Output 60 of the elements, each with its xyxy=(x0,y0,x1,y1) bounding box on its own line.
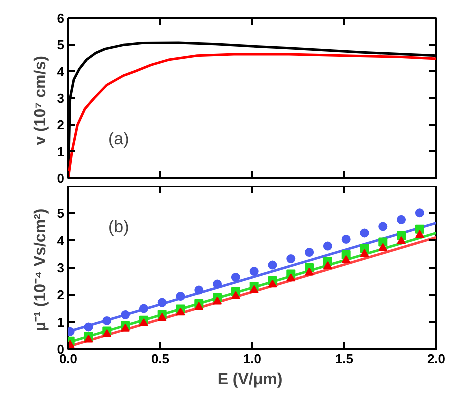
y-tick-label: 1 xyxy=(57,314,65,330)
point xyxy=(268,260,278,270)
annotation: (b) xyxy=(108,218,130,236)
point xyxy=(121,310,130,320)
y-tick-label: 2 xyxy=(57,118,65,133)
point xyxy=(305,248,314,258)
y-tick-label: 5 xyxy=(57,206,65,222)
point xyxy=(84,334,94,343)
y-tick-label: 3 xyxy=(57,260,65,276)
point xyxy=(378,222,388,232)
point xyxy=(121,324,130,332)
annotation: (a) xyxy=(108,130,130,148)
point xyxy=(176,308,186,316)
point xyxy=(342,234,351,244)
point xyxy=(102,316,112,326)
point xyxy=(342,256,351,264)
y-tick-label: 0 xyxy=(57,171,65,186)
y-tick-label: 5 xyxy=(57,38,65,53)
x-tick-label: 1.5 xyxy=(335,352,354,366)
point xyxy=(415,230,424,238)
point xyxy=(139,304,148,314)
point xyxy=(250,267,259,276)
point xyxy=(378,243,388,252)
x-tick-label: 2.0 xyxy=(427,352,446,366)
point xyxy=(323,242,332,251)
point xyxy=(250,285,259,294)
point xyxy=(397,215,406,224)
point xyxy=(415,208,424,218)
point xyxy=(102,329,112,338)
y-tick-label: 4 xyxy=(57,233,66,248)
x-tick-label: 0.5 xyxy=(151,352,170,366)
point xyxy=(194,302,204,310)
point xyxy=(158,298,167,308)
y-axis-title: v (10⁷ cm/s) xyxy=(32,56,50,146)
point xyxy=(231,273,240,282)
y-tick-label: 4 xyxy=(57,64,66,80)
x-tick-label: 1.0 xyxy=(243,352,262,366)
point xyxy=(268,280,278,288)
point xyxy=(231,291,240,300)
y-tick-label: 6 xyxy=(57,11,65,26)
point xyxy=(84,322,94,332)
y-tick-label: 2 xyxy=(57,288,65,303)
y-tick-label: 1 xyxy=(57,144,65,160)
point xyxy=(323,262,332,270)
point xyxy=(360,228,370,238)
point xyxy=(213,296,222,305)
point xyxy=(397,236,406,244)
y-axis-title: μ⁻¹ (10⁻⁴ Vs/cm²) xyxy=(32,208,50,332)
point xyxy=(139,318,148,326)
point xyxy=(286,274,296,282)
point xyxy=(360,249,370,258)
point xyxy=(378,238,388,247)
x-axis-title: E (V/μm) xyxy=(218,372,283,388)
point xyxy=(176,292,186,302)
point xyxy=(213,280,222,289)
y-tick-label: 3 xyxy=(57,91,65,106)
point xyxy=(194,286,204,295)
point xyxy=(286,254,296,264)
point xyxy=(305,268,314,276)
point xyxy=(158,313,167,322)
